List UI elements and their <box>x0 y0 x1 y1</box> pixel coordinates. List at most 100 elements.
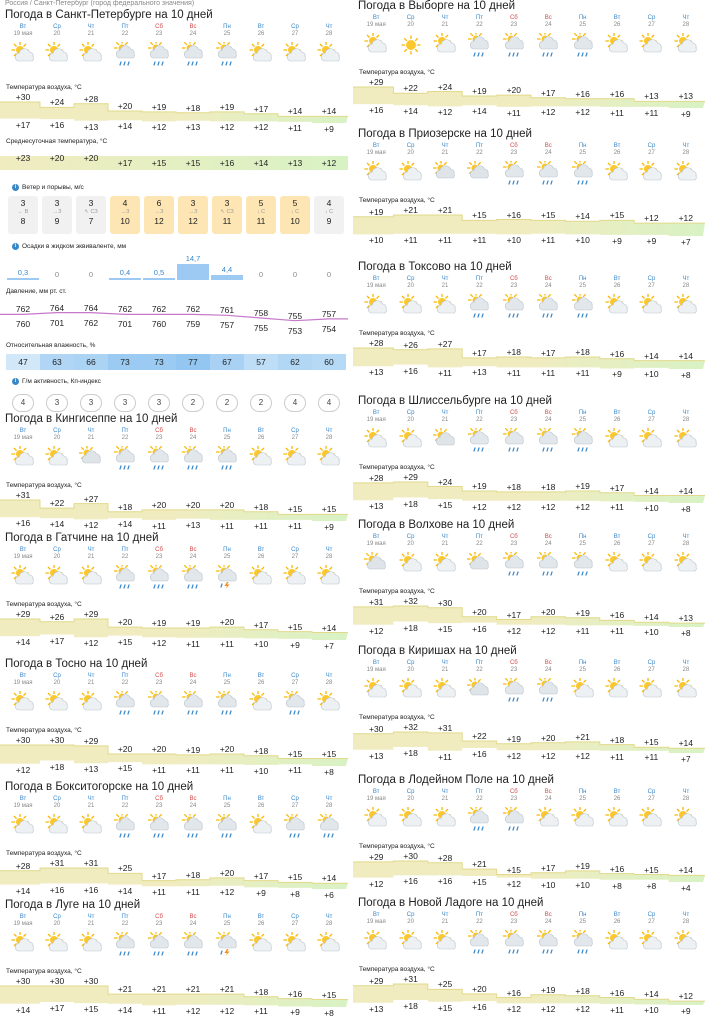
day-of-week: Чт <box>441 410 449 416</box>
kp-badge: 3 <box>80 394 102 412</box>
kp-label[interactable]: i Г/м активность, Кп-индекс <box>12 378 101 385</box>
day-date: 20 <box>407 541 414 547</box>
temp-high: +14 <box>321 622 337 633</box>
temp-high: +14 <box>321 106 337 117</box>
humidity-cell: 63 <box>40 354 74 370</box>
day-date: 28 <box>325 680 333 686</box>
sun-cloud-icon <box>359 678 393 708</box>
days-header: Вт 19 мая Ср 20 Чт 21 Пт 22 Сб 23 Вс 24 Пн 25 Вт 26 Ср 27… <box>6 428 346 442</box>
temp-high: +16 <box>609 863 625 874</box>
day-header: Пт 22 <box>462 534 496 548</box>
city-title[interactable]: Погода в Кингисеппе на 10 дней <box>5 413 178 425</box>
temp-high: +26 <box>49 611 65 622</box>
day-header: Вт 26 <box>600 660 634 674</box>
city-title[interactable]: Погода в Киришах на 10 дней <box>358 645 517 657</box>
city-title[interactable]: Погода в Бокситогорске на 10 дней <box>5 781 194 793</box>
temp-high: +28 <box>15 860 31 871</box>
kp-label-text: Г/м активность, Кп-индекс <box>22 378 101 386</box>
temperature-band <box>0 744 348 766</box>
avg-temp-cell: +23 <box>6 150 40 174</box>
sun-cloud-icon <box>634 807 668 837</box>
sun-cloud-icon <box>74 932 108 962</box>
temp-low: +11 <box>254 1006 268 1017</box>
storm-icon <box>210 932 244 962</box>
avg-temp-value: +15 <box>185 158 201 168</box>
temp-high: +15 <box>287 621 303 632</box>
day-of-week: Ср <box>53 428 61 434</box>
temp-high: +21 <box>185 984 201 995</box>
day-header: Чт 28 <box>669 534 703 548</box>
temp-low: +12 <box>506 501 522 512</box>
city-title[interactable]: Погода в Луге на 10 дней <box>5 899 141 911</box>
rain-icon <box>462 807 496 837</box>
cloud-icon <box>462 552 496 582</box>
humidity-label: Относительная влажность, % <box>6 342 96 349</box>
day-header: Вс 24 <box>176 673 210 687</box>
city-title[interactable]: Погода в Гатчине на 10 дней <box>5 532 159 544</box>
day-header: Вт 19 мая <box>6 428 40 442</box>
day-of-week: Чт <box>682 912 690 918</box>
day-date: 20 <box>53 31 61 37</box>
day-header: Пн 25 <box>210 428 244 442</box>
sun-cloud-icon <box>312 565 346 595</box>
temp-high: +20 <box>219 744 235 754</box>
day-header: Сб 23 <box>142 24 176 38</box>
day-of-week: Вс <box>544 660 552 666</box>
city-title[interactable]: Погода в Тосно на 10 дней <box>5 658 148 670</box>
day-of-week: Вт <box>257 914 265 920</box>
kp-cell: 3 <box>108 394 142 412</box>
temp-high: +27 <box>83 493 99 504</box>
days-header: Вт 19 мая Ср 20 Чт 21 Пт 22 Сб 23 Вс 24 Пн 25 Вт 26 Ср 27… <box>6 914 346 928</box>
days-header: Вт 19 мая Ср 20 Чт 21 Пт 22 Сб 23 Вс 24 Пн 25 Вт 26 Ср 27… <box>6 24 346 38</box>
day-header: Чт 21 <box>74 428 108 442</box>
day-of-week: Вт <box>613 534 621 540</box>
temp-low: +12 <box>83 520 99 531</box>
temp-high: +31 <box>83 858 99 868</box>
temp-high: +21 <box>151 984 167 995</box>
precip-label[interactable]: i Осадки в жидком эквиваленте, мм <box>12 243 126 250</box>
temperature-block: +31 +22 +27 +18 +20 +20 +20 +18 +15 +15 +16 +14 +12 +… <box>0 487 348 532</box>
temp-low: +14 <box>403 106 418 117</box>
breadcrumb[interactable]: Россия / Санкт-Петербург (город федераль… <box>5 0 195 7</box>
day-header: Пн 25 <box>210 914 244 928</box>
temp-low: +11 <box>152 765 166 776</box>
day-date: 23 <box>510 22 518 28</box>
temp-low: +9 <box>290 639 300 650</box>
sun-cloud-icon <box>428 552 462 582</box>
city-title[interactable]: Погода в Токсово на 10 дней <box>358 261 512 273</box>
day-date: 24 <box>544 22 552 28</box>
day-date: 25 <box>223 921 231 927</box>
day-header: Ср 27 <box>634 912 668 926</box>
city-title[interactable]: Погода в Волхове на 10 дней <box>358 519 515 531</box>
wind-direction: →З <box>154 209 164 215</box>
day-of-week: Ср <box>406 15 415 21</box>
sun-cloud-icon <box>669 930 703 960</box>
info-icon[interactable]: i <box>12 184 19 191</box>
info-icon[interactable]: i <box>12 378 19 385</box>
city-title[interactable]: Погода в Приозерске на 10 дней <box>358 128 532 140</box>
wind-label[interactable]: i Ветер и порывы, м/с <box>12 184 84 191</box>
temp-high: +12 <box>644 213 659 224</box>
temp-high: +13 <box>678 91 694 102</box>
day-date: 21 <box>87 31 95 37</box>
temp-high: +17 <box>540 87 556 98</box>
city-forecast-card: Погода в Киришах на 10 дней Вт 19 мая Ср 20 Ч… <box>353 645 705 774</box>
rain-icon <box>176 814 210 844</box>
day-date: 28 <box>682 919 690 925</box>
city-title[interactable]: Погода в Новой Ладоге на 10 дней <box>358 897 544 909</box>
day-date: 26 <box>613 150 621 156</box>
day-date: 28 <box>682 417 690 423</box>
day-header: Вт 26 <box>244 673 278 687</box>
info-icon[interactable]: i <box>12 243 19 250</box>
city-title[interactable]: Погода в Лодейном Поле на 10 дней <box>358 774 554 786</box>
day-of-week: Вс <box>544 789 552 795</box>
rain-icon <box>108 446 142 476</box>
rain-icon <box>108 565 142 595</box>
wind-speed: 3 <box>88 198 94 208</box>
city-title[interactable]: Погода в Шлиссельбурге на 10 дней <box>358 395 552 407</box>
day-header: Вт 26 <box>600 789 634 803</box>
wind-box: 5 ↓ С 10 <box>280 196 310 234</box>
city-title[interactable]: Погода в Выборге на 10 дней <box>358 0 516 12</box>
